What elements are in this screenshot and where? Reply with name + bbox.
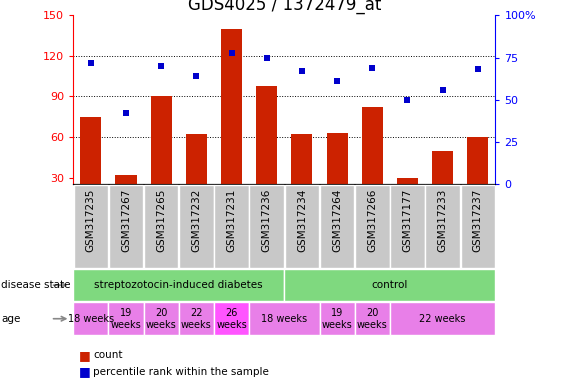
Point — [368, 65, 377, 71]
Text: 19
weeks: 19 weeks — [321, 308, 352, 329]
Text: streptozotocin-induced diabetes: streptozotocin-induced diabetes — [95, 280, 263, 290]
Point — [192, 73, 201, 79]
Text: 22 weeks: 22 weeks — [419, 314, 466, 324]
Text: GSM317234: GSM317234 — [297, 189, 307, 252]
Point — [122, 110, 131, 116]
Bar — [249, 302, 320, 335]
Bar — [115, 175, 136, 218]
Bar — [109, 185, 143, 268]
Bar — [292, 134, 312, 218]
Point — [438, 87, 447, 93]
Bar — [467, 137, 488, 218]
Text: 20
weeks: 20 weeks — [146, 308, 177, 329]
Bar — [461, 185, 495, 268]
Bar — [144, 185, 178, 268]
Bar — [390, 185, 425, 268]
Text: GSM317264: GSM317264 — [332, 189, 342, 252]
Text: GSM317236: GSM317236 — [262, 189, 272, 252]
Bar — [73, 270, 284, 301]
Text: count: count — [93, 350, 122, 360]
Text: 26
weeks: 26 weeks — [216, 308, 247, 329]
Bar — [426, 185, 460, 268]
Bar — [327, 133, 347, 218]
Text: age: age — [1, 314, 20, 324]
Text: GSM317237: GSM317237 — [473, 189, 483, 252]
Title: GDS4025 / 1372479_at: GDS4025 / 1372479_at — [187, 0, 381, 14]
Text: 22
weeks: 22 weeks — [181, 308, 212, 329]
Bar — [284, 270, 495, 301]
Point — [333, 78, 342, 84]
Bar — [73, 302, 108, 335]
Point — [403, 97, 412, 103]
Bar — [285, 185, 319, 268]
Bar — [179, 302, 214, 335]
Bar — [179, 185, 213, 268]
Text: 18 weeks: 18 weeks — [68, 314, 114, 324]
Bar — [355, 185, 390, 268]
Bar — [432, 151, 453, 218]
Bar — [215, 185, 249, 268]
Text: 20
weeks: 20 weeks — [357, 308, 388, 329]
Point — [473, 66, 482, 73]
Text: ■: ■ — [79, 365, 91, 378]
Bar — [214, 302, 249, 335]
Point — [86, 60, 95, 66]
Text: GSM317266: GSM317266 — [367, 189, 377, 252]
Bar — [256, 86, 277, 218]
Text: control: control — [372, 280, 408, 290]
Bar — [249, 185, 284, 268]
Bar — [186, 134, 207, 218]
Bar — [74, 185, 108, 268]
Bar — [151, 96, 172, 218]
Text: 18 weeks: 18 weeks — [261, 314, 307, 324]
Point — [297, 68, 306, 74]
Point — [227, 50, 236, 56]
Text: GSM317232: GSM317232 — [191, 189, 202, 252]
Bar — [320, 302, 355, 335]
Text: percentile rank within the sample: percentile rank within the sample — [93, 367, 269, 377]
Bar — [355, 302, 390, 335]
Text: disease state: disease state — [1, 280, 70, 290]
Bar — [397, 177, 418, 218]
Bar — [144, 302, 179, 335]
Text: 19
weeks: 19 weeks — [110, 308, 141, 329]
Point — [262, 55, 271, 61]
Bar — [362, 107, 383, 218]
Text: GSM317233: GSM317233 — [437, 189, 448, 252]
Bar — [390, 302, 495, 335]
Bar — [221, 29, 242, 218]
Text: GSM317267: GSM317267 — [121, 189, 131, 252]
Text: ■: ■ — [79, 349, 91, 362]
Bar — [320, 185, 354, 268]
Point — [157, 63, 166, 69]
Bar — [108, 302, 144, 335]
Text: GSM317235: GSM317235 — [86, 189, 96, 252]
Text: GSM317231: GSM317231 — [226, 189, 236, 252]
Text: GSM317265: GSM317265 — [156, 189, 166, 252]
Text: GSM317177: GSM317177 — [403, 189, 413, 252]
Bar — [80, 117, 101, 218]
